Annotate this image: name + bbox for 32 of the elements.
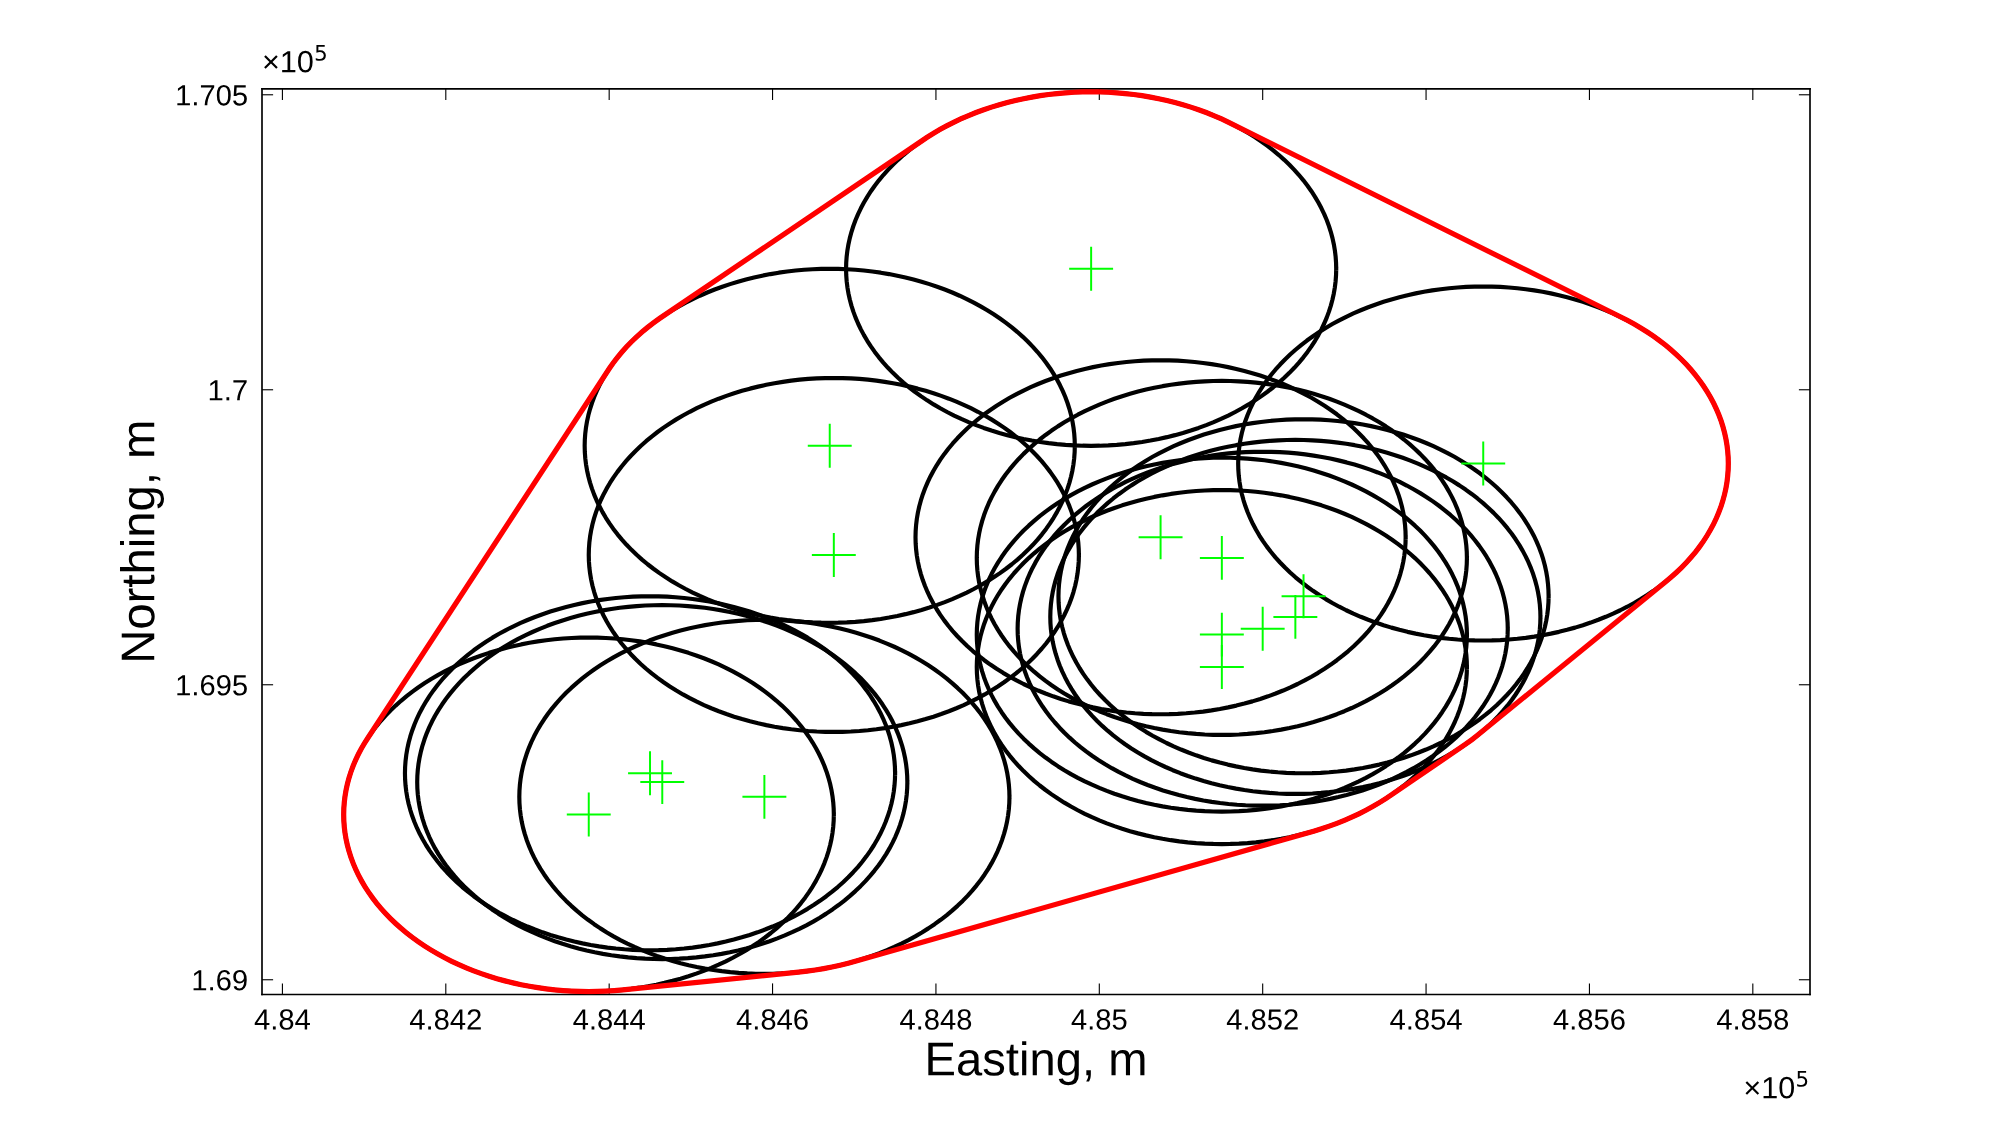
x-tick-label: 4.846 <box>736 1009 808 1030</box>
x-tick-label: 4.858 <box>1717 1009 1789 1030</box>
point <box>1461 441 1506 486</box>
x-axis-title: Easting, m <box>928 1041 1145 1086</box>
point <box>1273 594 1318 639</box>
y-axis-title: Northing, m <box>120 422 165 660</box>
y-tick-label: 1.695 <box>177 674 247 696</box>
point <box>1199 645 1244 690</box>
x-tick-label: 4.85 <box>1071 1009 1127 1030</box>
point <box>1138 515 1183 560</box>
y-tick-label: 1.69 <box>193 969 247 991</box>
point <box>1069 246 1114 291</box>
point <box>811 533 856 577</box>
text: ×10$^{5}$ <box>264 44 326 73</box>
x-tick-label: 4.84 <box>254 1009 310 1030</box>
text: ×10$^{5}$ <box>1745 1070 1808 1099</box>
point <box>742 774 787 819</box>
point <box>640 760 685 805</box>
x-tick-label: 4.854 <box>1390 1009 1462 1030</box>
x-tick-label: 4.844 <box>573 1009 645 1030</box>
point <box>807 423 852 468</box>
point <box>1240 606 1285 651</box>
point <box>566 792 611 837</box>
point <box>1199 535 1244 580</box>
x-tick-label: 4.848 <box>900 1009 972 1030</box>
y-tick-label: 1.7 <box>209 380 247 401</box>
x-tick-label: 4.852 <box>1226 1009 1298 1030</box>
x-tick-label: 4.842 <box>409 1009 481 1030</box>
point <box>1281 574 1326 619</box>
point <box>628 751 672 796</box>
y-tick-label: 1.705 <box>177 84 247 106</box>
x-tick-label: 4.856 <box>1553 1009 1625 1030</box>
